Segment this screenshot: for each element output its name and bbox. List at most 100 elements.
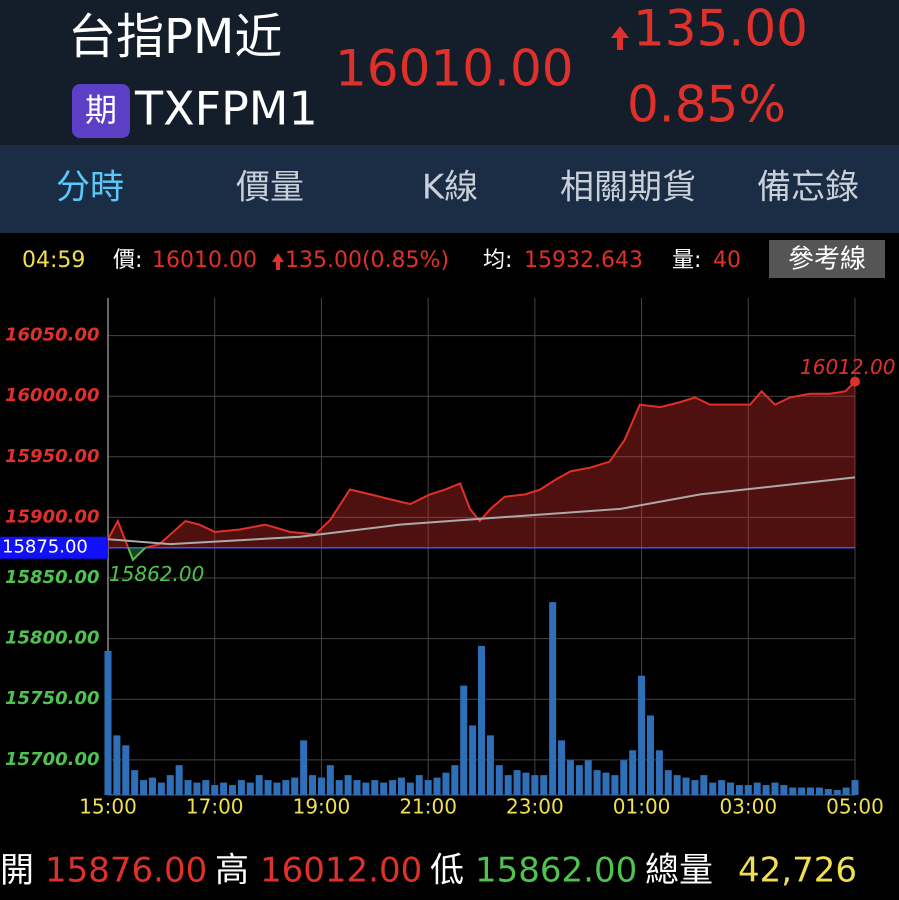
volume-bar bbox=[469, 725, 477, 795]
summary-label: 開 bbox=[0, 851, 34, 891]
y-tick-label: 15950.00 bbox=[5, 446, 100, 467]
volume-bar bbox=[611, 775, 619, 795]
volume-bar bbox=[335, 780, 343, 795]
volume-bar bbox=[744, 785, 752, 795]
x-tick-label: 03:00 bbox=[719, 795, 777, 819]
volume-bar bbox=[762, 785, 770, 795]
volume-bar bbox=[433, 777, 441, 795]
info-time: 04:59 bbox=[22, 248, 85, 273]
reference-label: 15875.00 bbox=[2, 537, 88, 558]
annotation: 16012.00 bbox=[800, 355, 895, 379]
volume-bar bbox=[673, 775, 681, 795]
volume-bar bbox=[531, 775, 539, 795]
up-arrow bbox=[611, 26, 629, 50]
tab[interactable]: K線 bbox=[422, 168, 478, 208]
y-tick-label: 16000.00 bbox=[5, 385, 100, 406]
badge bbox=[72, 84, 130, 138]
price-line bbox=[107, 380, 856, 548]
average-line bbox=[107, 476, 856, 546]
volume-bar bbox=[540, 775, 548, 795]
y-tick-label: 15850.00 bbox=[5, 567, 100, 588]
price: 16010.00 bbox=[335, 40, 574, 98]
volume-bar bbox=[522, 772, 530, 795]
price-area-up bbox=[108, 381, 855, 548]
volume-bar bbox=[389, 780, 397, 795]
volume-bar bbox=[175, 765, 183, 795]
tab[interactable]: 價量 bbox=[236, 168, 304, 208]
info-price: 16010.00 bbox=[152, 248, 257, 273]
volume-bar bbox=[300, 740, 308, 795]
y-tick-label: 15800.00 bbox=[5, 628, 100, 649]
x-tick-label: 17:00 bbox=[186, 795, 244, 819]
volume-bar bbox=[140, 780, 148, 795]
reference-button-text[interactable]: 參考線 bbox=[788, 245, 866, 275]
badge-text: 期 bbox=[85, 91, 117, 129]
volume-bar bbox=[282, 780, 290, 795]
x-tick-label: 19:00 bbox=[293, 795, 351, 819]
volume-bar bbox=[131, 770, 139, 795]
volume-bar bbox=[575, 765, 583, 795]
y-tick-label: 15750.00 bbox=[5, 688, 100, 709]
info-label: 均: bbox=[483, 248, 512, 273]
volume-bar bbox=[646, 715, 654, 795]
reference-button[interactable] bbox=[769, 240, 885, 278]
volume-bar bbox=[229, 785, 236, 795]
volume-bar bbox=[273, 782, 281, 795]
volume-bar bbox=[566, 760, 574, 795]
volume-bar bbox=[353, 780, 361, 795]
volume-bar bbox=[211, 785, 219, 795]
reference-label-bg bbox=[0, 536, 108, 559]
volume-bar bbox=[157, 782, 165, 795]
tabs: 分時 價量 K線 相關期貨 備忘錄 bbox=[56, 168, 859, 208]
y-tick-label: 16050.00 bbox=[5, 325, 100, 346]
volume-bar bbox=[148, 777, 156, 795]
volume-bar bbox=[584, 760, 592, 795]
volume-bar bbox=[727, 782, 734, 795]
summary-open: 15876.00 bbox=[45, 851, 207, 891]
volume-bar bbox=[255, 775, 263, 795]
volume-bar bbox=[709, 782, 717, 795]
volume-bar bbox=[682, 777, 690, 795]
volume-bar bbox=[513, 770, 521, 795]
volume-bar bbox=[504, 775, 512, 795]
volume-bar bbox=[415, 775, 423, 795]
volume-bar bbox=[700, 775, 708, 795]
volume-bar bbox=[735, 785, 743, 795]
tab[interactable]: 相關期貨 bbox=[560, 168, 696, 208]
annotation: 15862.00 bbox=[109, 562, 204, 586]
volume-bar bbox=[264, 780, 272, 795]
tab[interactable]: 分時 bbox=[56, 168, 124, 208]
volume-bar bbox=[638, 675, 646, 795]
volume-bar bbox=[718, 780, 726, 795]
volume-bar bbox=[371, 780, 379, 795]
tabs-bg bbox=[0, 145, 899, 233]
volume-bar bbox=[246, 782, 254, 795]
summary-total: 42,726 bbox=[738, 851, 857, 891]
info-avg: 15932.643 bbox=[524, 248, 643, 273]
volume-bar bbox=[620, 760, 628, 795]
volume-bar bbox=[220, 782, 228, 795]
x-tick-label: 21:00 bbox=[399, 795, 457, 819]
volume-bar bbox=[317, 777, 325, 795]
volume-bar bbox=[344, 775, 352, 795]
volume-bar bbox=[309, 775, 317, 795]
volume-bar bbox=[629, 750, 637, 795]
volume-bar bbox=[664, 770, 672, 795]
summary-low: 15862.00 bbox=[475, 851, 637, 891]
volume-bar bbox=[424, 780, 432, 795]
code: TXFPM1 bbox=[134, 82, 318, 136]
y-tick-label: 15700.00 bbox=[5, 749, 100, 770]
volume-bar bbox=[326, 765, 334, 795]
volume-bar bbox=[602, 772, 610, 795]
last-point bbox=[850, 376, 860, 387]
volume-bar bbox=[380, 782, 388, 795]
summary-label: 低 bbox=[430, 851, 464, 891]
volume-bar bbox=[833, 790, 841, 795]
volume-bar bbox=[166, 775, 174, 795]
volume-bar bbox=[113, 735, 121, 795]
tab[interactable]: 備忘錄 bbox=[757, 168, 859, 208]
x-tick-label: 01:00 bbox=[613, 795, 671, 819]
volume-bar bbox=[753, 782, 761, 795]
summary-label: 總量 bbox=[645, 851, 713, 891]
